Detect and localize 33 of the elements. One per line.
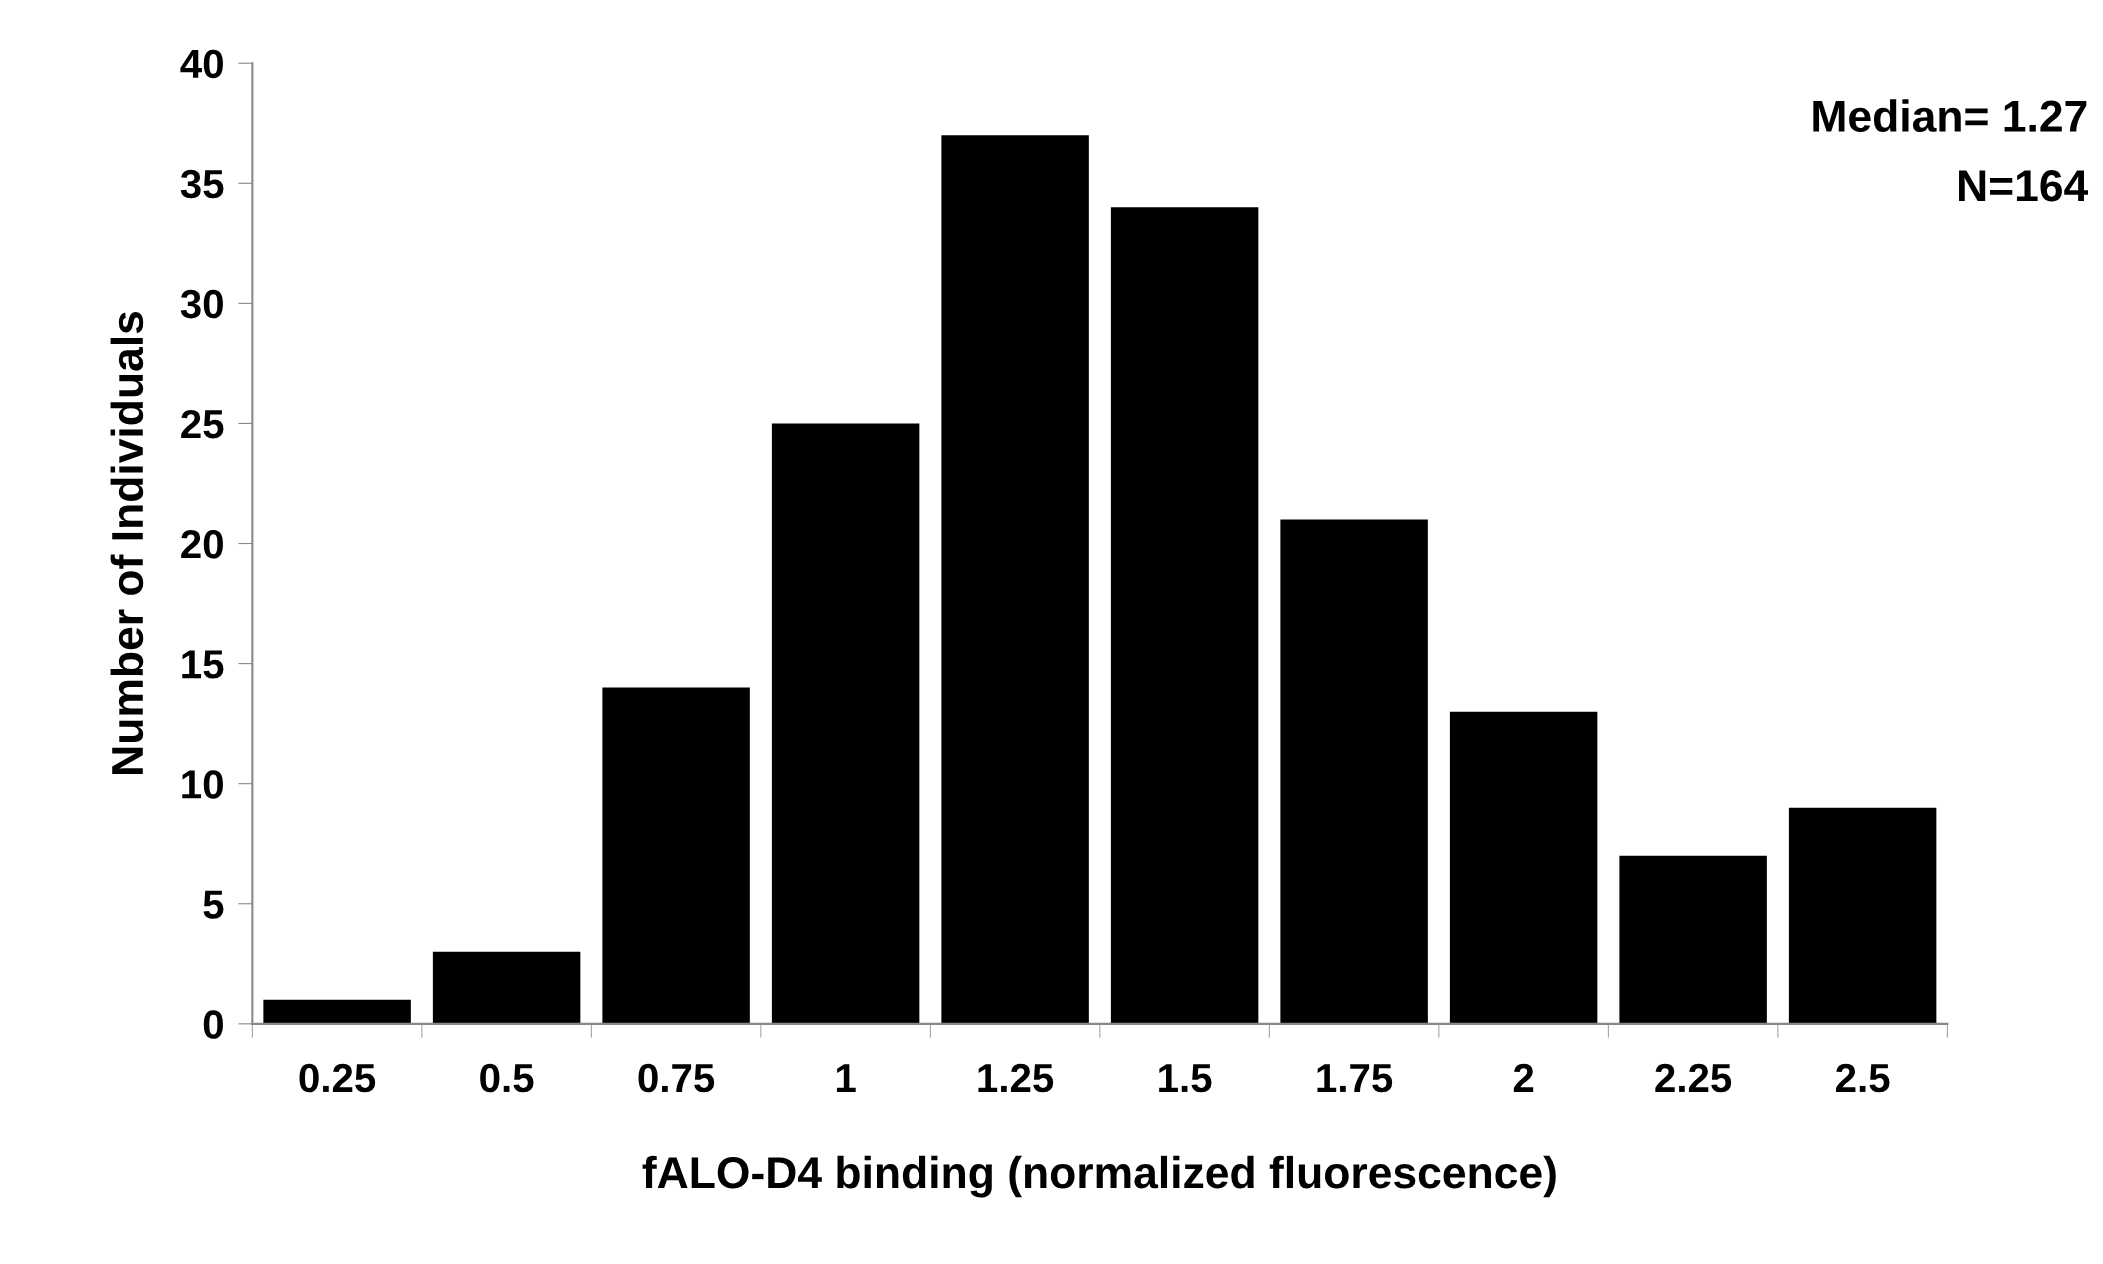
bar: [1280, 519, 1428, 1024]
bar: [1449, 711, 1598, 1024]
text: N=164: [1959, 170, 2089, 202]
y-tick-label: 40: [180, 49, 223, 79]
annotation: Median= 1.27: [1813, 99, 2087, 133]
y-tick-label: 10: [182, 770, 223, 799]
x-tick-label: 2.25: [1655, 1063, 1732, 1093]
y-tick-label: 5: [203, 890, 224, 919]
x-tick-label: 2.5: [1836, 1063, 1890, 1093]
x-tick-label: 1: [836, 1064, 856, 1092]
x-tick-label: 1.75: [1317, 1064, 1393, 1093]
y-tick-label: 30: [180, 289, 223, 319]
y-tick-label: 0: [203, 1010, 223, 1039]
x-tick-label: 0.5: [480, 1063, 534, 1093]
y-tick-label: 35: [180, 169, 224, 199]
bar: [432, 951, 581, 1024]
y-tick-label: 20: [181, 529, 223, 559]
x-tick-label: 0.25: [299, 1063, 376, 1093]
bar: [771, 423, 920, 1024]
bar: [1788, 807, 1937, 1024]
bar: [602, 687, 750, 1024]
bar: [941, 135, 1089, 1024]
x-tick-label: 2: [1513, 1063, 1534, 1092]
bar: [1110, 207, 1259, 1024]
bar: [1619, 855, 1767, 1024]
y-tick-label: 25: [181, 409, 224, 439]
y-tick-label: 15: [182, 650, 224, 679]
x-tick-label: 0.75: [638, 1063, 715, 1093]
x-tick-label: 1.25: [978, 1063, 1054, 1093]
bar: [263, 999, 411, 1024]
x-tick-label: 1.5: [1159, 1064, 1212, 1093]
x-axis-title: fALO-D4 binding (normalized fluorescence): [642, 1155, 1556, 1198]
y-axis-title: Number of Individuals: [110, 311, 144, 774]
